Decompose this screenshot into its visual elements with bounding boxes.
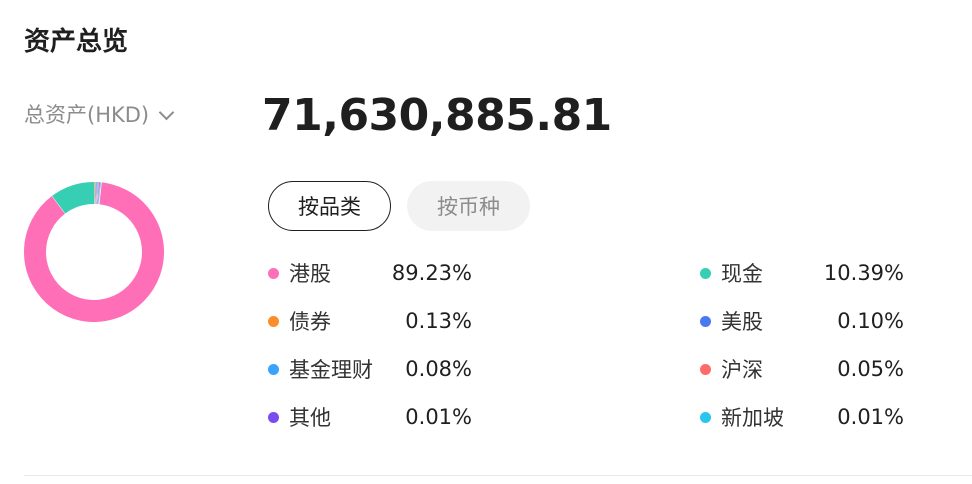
category-tabs: 按品类 按币种 (268, 181, 530, 231)
donut-slice-separator (98, 182, 102, 206)
legend-label: 现金 (721, 262, 763, 286)
legend-item-a-shares: 沪深 (700, 352, 763, 386)
legend-percent: 0.08% (405, 357, 472, 381)
legend-percent: 0.05% (837, 357, 904, 381)
legend-dot (268, 411, 279, 423)
legend-item-singapore: 新加坡 (700, 400, 784, 434)
legend-label: 其他 (289, 406, 331, 430)
legend-item-other: 其他 (268, 400, 331, 434)
total-asset-label: 总资产(HKD) (24, 103, 150, 127)
legend-label: 新加坡 (721, 406, 784, 430)
donut-slice-0 (24, 182, 164, 322)
legend-percent: 89.23% (391, 261, 472, 285)
page-title: 资产总览 (24, 27, 129, 57)
legend-label: 港股 (289, 262, 331, 286)
tab-by-currency[interactable]: 按币种 (407, 181, 530, 231)
legend-dot (700, 363, 711, 375)
legend-percent: 0.10% (837, 309, 904, 333)
legend-label: 沪深 (721, 358, 763, 382)
legend-item-cash: 现金 (700, 256, 763, 290)
asset-donut-chart (24, 182, 164, 322)
legend-dot (700, 315, 711, 327)
legend-item-us-stocks: 美股 (700, 304, 763, 338)
legend-dot (268, 267, 279, 279)
legend-item-bonds: 债券 (268, 304, 331, 338)
legend-percent: 0.01% (837, 405, 904, 429)
legend-label: 债券 (289, 310, 331, 334)
legend-dot (700, 411, 711, 423)
legend-percent: 10.39% (823, 261, 904, 285)
legend-percent: 0.01% (405, 405, 472, 429)
legend-label: 美股 (721, 310, 763, 334)
donut-slice-1 (52, 182, 96, 214)
legend-dot (268, 315, 279, 327)
legend-item-funds: 基金理财 (268, 352, 373, 386)
legend-dot (268, 363, 279, 375)
legend-dot (700, 267, 711, 279)
bottom-divider (24, 475, 972, 476)
legend-item-hk-stocks: 港股 (268, 256, 331, 290)
legend-percent: 0.13% (405, 309, 472, 333)
tab-by-category[interactable]: 按品类 (268, 181, 391, 231)
total-asset-currency-selector[interactable]: 总资产(HKD) (24, 100, 175, 130)
chevron-down-icon (158, 104, 175, 120)
total-asset-value: 71,630,885.81 (262, 90, 612, 141)
legend-label: 基金理财 (289, 358, 373, 382)
